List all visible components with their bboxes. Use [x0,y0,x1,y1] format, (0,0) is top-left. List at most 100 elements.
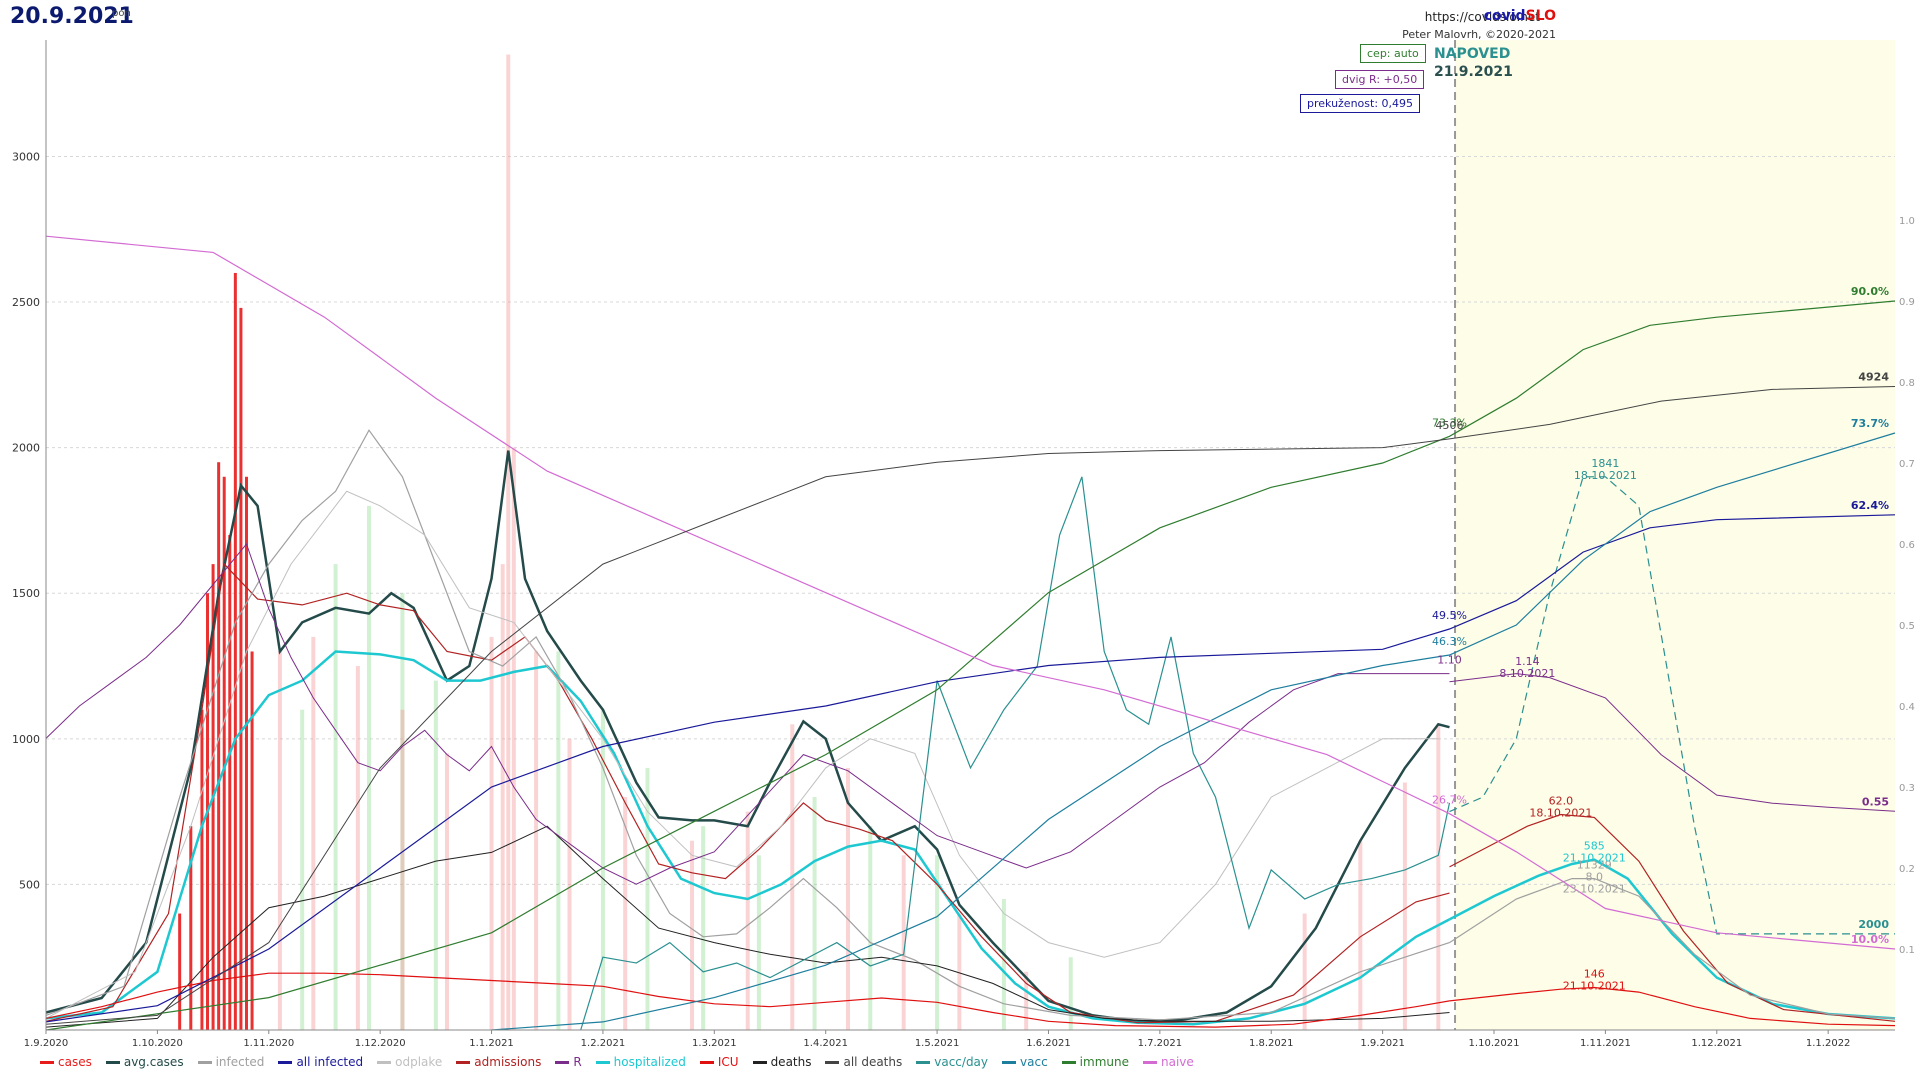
legend-label: naive [1160,1055,1194,1069]
annotation-label: 23.10.2021 [1563,883,1626,896]
legend-label: all deaths [843,1055,903,1069]
vacc-day-bar [300,709,305,1030]
legend-swatch [40,1060,54,1064]
case-bar [178,913,182,1030]
y2-tick-label: 1.0 [1899,216,1915,227]
case-bar [228,535,232,1030]
case-bar-light [277,651,282,1030]
end-label: 2000 [1858,918,1889,931]
series-ICU-fc [1449,986,1896,1027]
legend-label: infected [215,1055,265,1069]
grid [46,155,1895,885]
case-bar-light [355,666,360,1030]
legend-swatch [278,1060,293,1064]
axes: 500 1000 1500 2000 2500 3000 0.1 0.2 0.3 0.4 0.5 0.… [12,40,1915,1049]
legend-item-avg-cases: avg.cases [105,1055,184,1069]
legend-item-naive: naive [1142,1055,1194,1069]
annotations: 73.3%450649.5%46.3%1.1026.7%11329184118.… [1432,285,1889,992]
y2-tick-label: 0.7 [1899,459,1915,470]
forecast-shade [1455,40,1895,1030]
case-bar-light [1358,840,1363,1030]
case-bar [222,476,226,1030]
site-url[interactable]: https://covidslo.net [1424,10,1540,24]
legend-item-hospitalized: hospitalized [595,1055,686,1069]
case-bar-light [690,840,695,1030]
y-tick-label: 500 [19,878,40,891]
vacc-day-bar [1001,898,1006,1030]
legend-swatch [105,1060,120,1064]
series-lines [45,235,1896,1031]
vacc-day-bar [935,855,940,1030]
vacc-day-bar [756,855,761,1030]
annotation-label: 8.0 [1586,871,1604,884]
legend-label: avg.cases [123,1055,184,1069]
case-bar [244,476,248,1030]
annotation-label: 18.10.2021 [1529,807,1592,820]
legend-item-vacc: vacc [1002,1055,1048,1069]
legend-swatch [1061,1060,1076,1064]
annotation-label: 4506 [1435,419,1463,432]
case-bar-light [500,564,505,1030]
case-bar-light [534,651,539,1030]
x-tick-label: 1.11.2021 [1580,1038,1631,1049]
annotation-label: 8.10.2021 [1499,667,1555,680]
y2-tick-label: 0.6 [1899,540,1915,551]
case-bar-light [845,767,850,1030]
series-R [45,542,1450,885]
legend-swatch [377,1060,392,1064]
annotation-label: 18.10.2021 [1574,469,1637,482]
brand-part-b: SLO [1525,8,1556,24]
legend-swatch [916,1060,931,1064]
case-bar-light [489,636,494,1030]
legend-item-R: R [555,1055,582,1069]
vacc-day-bar [400,593,405,1030]
series-hospitalized-fc [1448,858,1896,1020]
y-tick-label: 2000 [12,442,40,455]
brand-part-a: covid [1483,8,1526,24]
legend-swatch [1002,1060,1017,1064]
series-ICU [45,972,1450,1028]
vacc-day-bar [868,826,873,1030]
annotation-label: 1.14 [1515,655,1540,668]
end-label: 73.7% [1851,417,1889,430]
case-bar-light [311,636,316,1030]
series-vacc [491,432,1896,1031]
series-immune [45,300,1896,1031]
vacc-day-bar [645,767,650,1030]
case-bar [189,826,193,1030]
legend-label: admissions [474,1055,542,1069]
case-bar-light [1302,913,1307,1030]
legend: cases avg.cases infected all infected odplak… [40,1055,1194,1069]
legend-item-infected: infected [197,1055,265,1069]
y-tick-label: 3000 [12,150,40,163]
case-bar-light [511,447,516,1030]
end-label: 62.4% [1851,499,1889,512]
legend-swatch [456,1060,471,1064]
legend-item-immune: immune [1061,1055,1129,1069]
annotation-label: 1.10 [1437,654,1462,667]
legend-item-all-deaths: all deaths [825,1055,902,1069]
series-infected-fc [1449,878,1896,1019]
x-tick-label: 1.1.2021 [469,1038,514,1049]
legend-item-cases: cases [40,1055,92,1069]
x-tick-label: 1.12.2020 [355,1038,406,1049]
case-bar-light [1436,724,1441,1030]
case-bar-light [623,797,628,1030]
x-tick-label: 1.4.2021 [803,1038,848,1049]
case-bar-light [567,738,572,1030]
end-label: 90.0% [1851,285,1889,298]
annotation-label: 49.5% [1432,609,1467,622]
legend-item-all-infected: all infected [278,1055,363,1069]
legend-label: immune [1079,1055,1129,1069]
vacc-day-bar [333,564,338,1030]
case-bar [250,651,254,1030]
legend-swatch [1142,1060,1157,1064]
y-tick-label: 1500 [12,587,40,600]
x-tick-label: 1.6.2021 [1026,1038,1071,1049]
series-vacc-day [580,476,1451,1031]
annotation-label: 585 [1584,840,1605,853]
case-bar-light [1402,782,1407,1030]
legend-swatch [825,1060,840,1064]
case-bar-light [957,913,962,1030]
